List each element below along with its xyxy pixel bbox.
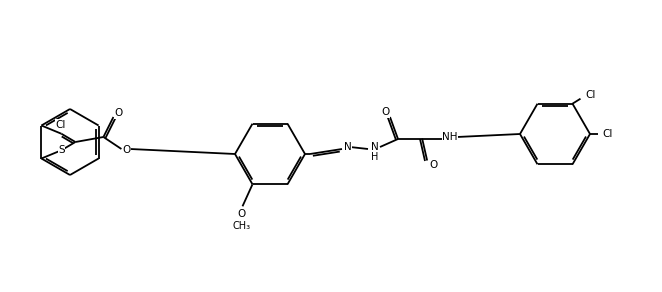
Text: O: O — [122, 145, 130, 155]
Text: N: N — [371, 142, 379, 152]
Text: Cl: Cl — [585, 90, 596, 100]
Text: Cl: Cl — [603, 129, 613, 139]
Text: CH₃: CH₃ — [232, 221, 250, 231]
Text: H: H — [371, 152, 379, 162]
Text: O: O — [238, 209, 246, 219]
Text: O: O — [429, 160, 437, 170]
Text: O: O — [381, 107, 389, 117]
Text: O: O — [115, 108, 122, 118]
Text: N: N — [344, 142, 352, 152]
Text: Cl: Cl — [55, 120, 66, 130]
Text: S: S — [58, 145, 65, 155]
Text: NH: NH — [442, 132, 457, 142]
